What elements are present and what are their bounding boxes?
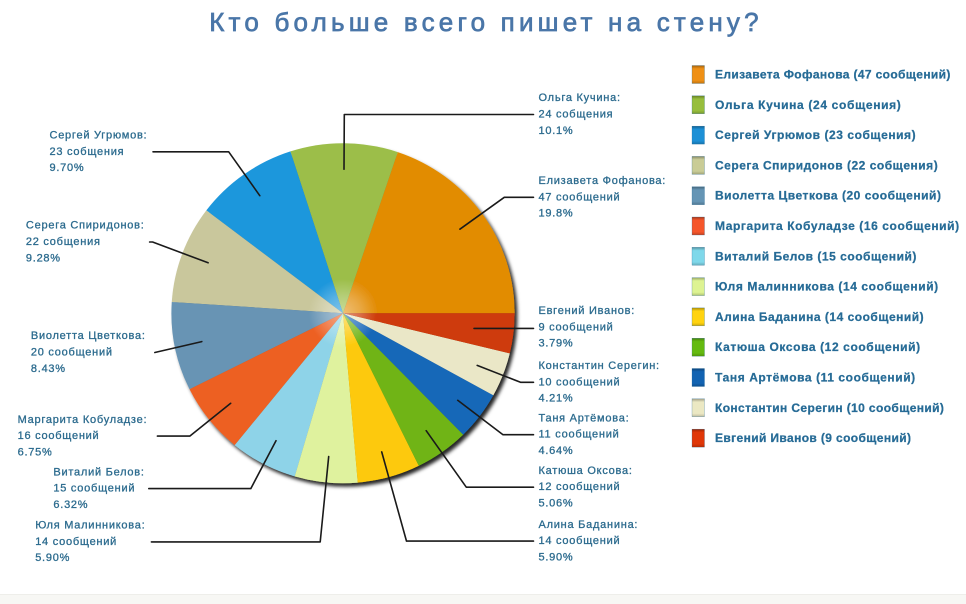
svg-text:5.90%: 5.90% — [35, 552, 70, 564]
svg-text:47 сообщений: 47 сообщений — [539, 191, 621, 203]
svg-text:24 собщения: 24 собщения — [539, 109, 614, 121]
svg-text:5.06%: 5.06% — [539, 498, 574, 510]
svg-text:Таня Артёмова:: Таня Артёмова: — [539, 412, 630, 424]
svg-text:Алина Баданина:: Алина Баданина: — [539, 519, 639, 531]
svg-text:11 сообщений: 11 сообщений — [539, 429, 620, 441]
svg-text:Алина Баданина (14 сообщений): Алина Баданина (14 сообщений) — [715, 310, 924, 324]
svg-text:6.75%: 6.75% — [18, 446, 53, 458]
svg-text:Ольга Кучина (24 собщения): Ольга Кучина (24 собщения) — [715, 98, 901, 112]
svg-text:Елизавета Фофанова (47 сообщен: Елизавета Фофанова (47 сообщений) — [715, 68, 951, 82]
svg-text:Виталий Белов (15 сообщений): Виталий Белов (15 сообщений) — [715, 249, 917, 263]
svg-text:20 сообщений: 20 сообщений — [31, 347, 113, 359]
svg-text:Константин Серегин:: Константин Серегин: — [539, 360, 660, 372]
svg-text:9 сообщений: 9 сообщений — [539, 321, 614, 333]
svg-text:16 сообщений: 16 сообщений — [18, 430, 100, 442]
svg-text:Ольга Кучина:: Ольга Кучина: — [539, 92, 621, 104]
svg-text:Виталий Белов:: Виталий Белов: — [53, 466, 144, 478]
svg-text:4.64%: 4.64% — [539, 445, 574, 457]
svg-text:Катюша Оксова:: Катюша Оксова: — [539, 465, 633, 477]
svg-text:Серега Спиридонов:: Серега Спиридонов: — [26, 220, 145, 232]
svg-text:9.28%: 9.28% — [26, 252, 61, 264]
svg-text:Катюша Оксова (12 сообщений): Катюша Оксова (12 сообщений) — [715, 340, 921, 354]
svg-text:22 собщения: 22 собщения — [26, 236, 101, 248]
svg-text:Сергей Угрюмов (23 собщения): Сергей Угрюмов (23 собщения) — [715, 128, 916, 142]
svg-text:14 сообщений: 14 сообщений — [35, 536, 117, 548]
svg-text:6.32%: 6.32% — [53, 499, 88, 511]
svg-text:9.70%: 9.70% — [50, 162, 85, 174]
svg-text:Таня Артёмова (11 сообщений): Таня Артёмова (11 сообщений) — [715, 371, 916, 385]
svg-text:Виолетта Цветкова:: Виолетта Цветкова: — [31, 330, 146, 342]
svg-text:8.43%: 8.43% — [31, 363, 66, 375]
svg-text:Юля Малинникова (14 сообщений): Юля Малинникова (14 сообщений) — [715, 280, 939, 294]
svg-text:Маргарита Кобуладзе (16 сообще: Маргарита Кобуладзе (16 сообщений) — [715, 219, 960, 233]
svg-text:23 собщения: 23 собщения — [50, 146, 125, 158]
svg-text:Евгений Иванов:: Евгений Иванов: — [539, 305, 636, 317]
svg-text:3.79%: 3.79% — [539, 338, 574, 350]
svg-text:Маргарита Кобуладзе:: Маргарита Кобуладзе: — [18, 414, 148, 426]
svg-text:12 сообщений: 12 сообщений — [539, 481, 621, 493]
svg-text:5.90%: 5.90% — [539, 551, 574, 563]
svg-text:10.1%: 10.1% — [539, 125, 574, 137]
svg-text:Юля Малинникова:: Юля Малинникова: — [35, 520, 145, 532]
svg-text:15 сообщений: 15 сообщений — [53, 483, 135, 495]
svg-text:4.21%: 4.21% — [539, 393, 574, 405]
svg-text:14 сообщений: 14 сообщений — [539, 535, 621, 547]
svg-text:Елизавета Фофанова:: Елизавета Фофанова: — [539, 175, 667, 187]
svg-text:Серега Спиридонов (22 собщения: Серега Спиридонов (22 собщения) — [715, 158, 938, 172]
svg-text:19.8%: 19.8% — [539, 208, 574, 220]
svg-text:Виолетта Цветкова (20 сообщени: Виолетта Цветкова (20 сообщений) — [715, 189, 941, 203]
svg-text:Кто больше всего пишет на стен: Кто больше всего пишет на стену? — [209, 7, 763, 37]
svg-text:Константин Серегин (10 сообщен: Константин Серегин (10 сообщений) — [715, 401, 944, 415]
svg-text:Евгений Иванов (9 сообщений): Евгений Иванов (9 сообщений) — [715, 431, 911, 445]
svg-text:Сергей Угрюмов:: Сергей Угрюмов: — [50, 130, 148, 142]
svg-text:10 сообщений: 10 сообщений — [539, 376, 621, 388]
